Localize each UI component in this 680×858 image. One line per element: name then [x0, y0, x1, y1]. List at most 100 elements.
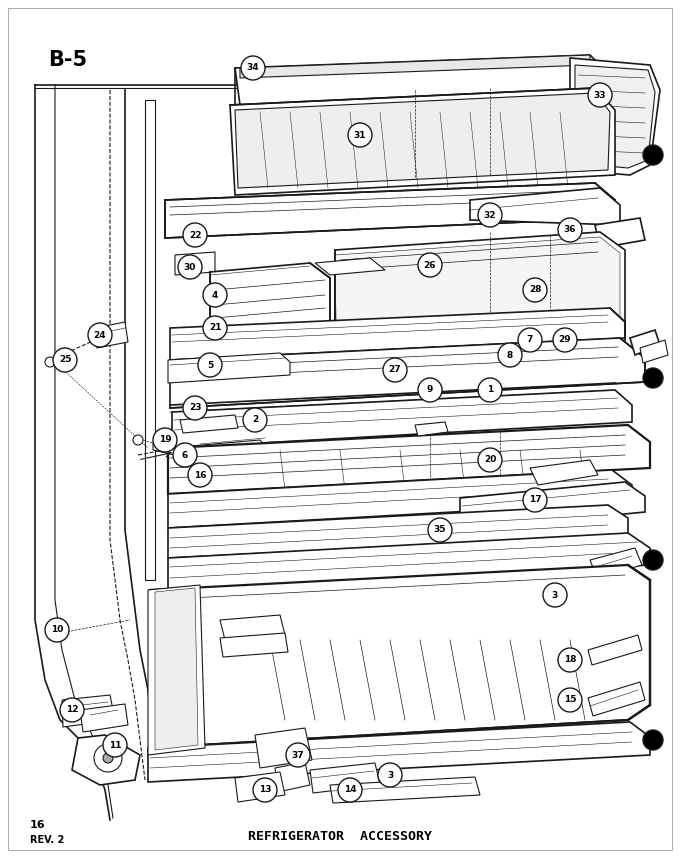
Circle shape	[45, 618, 69, 642]
Polygon shape	[62, 695, 115, 727]
Polygon shape	[210, 263, 330, 345]
Circle shape	[523, 488, 547, 512]
Text: 7: 7	[527, 335, 533, 345]
Circle shape	[348, 123, 372, 147]
Circle shape	[498, 343, 522, 367]
Text: 8: 8	[507, 351, 513, 360]
Circle shape	[133, 435, 143, 445]
Polygon shape	[8, 8, 672, 850]
Text: 5: 5	[207, 360, 213, 370]
Polygon shape	[153, 443, 175, 455]
Polygon shape	[155, 588, 198, 750]
Text: 19: 19	[158, 436, 171, 444]
Text: B-5: B-5	[48, 50, 87, 70]
Polygon shape	[310, 763, 380, 793]
Text: 28: 28	[529, 286, 541, 294]
Text: 2: 2	[252, 415, 258, 425]
Text: 21: 21	[209, 323, 221, 333]
Circle shape	[558, 648, 582, 672]
Polygon shape	[175, 252, 215, 275]
Polygon shape	[530, 460, 598, 485]
Text: 12: 12	[66, 705, 78, 715]
Circle shape	[53, 348, 77, 372]
Text: 16: 16	[30, 820, 46, 830]
Text: 31: 31	[354, 130, 367, 140]
Circle shape	[103, 753, 113, 763]
Text: 9: 9	[427, 385, 433, 395]
Text: 34: 34	[247, 63, 259, 72]
Circle shape	[478, 203, 502, 227]
Text: REFRIGERATOR  ACCESSORY: REFRIGERATOR ACCESSORY	[248, 830, 432, 843]
Circle shape	[418, 253, 442, 277]
Circle shape	[643, 730, 663, 750]
Polygon shape	[460, 482, 645, 530]
Circle shape	[243, 408, 267, 432]
Circle shape	[94, 744, 122, 772]
Circle shape	[643, 368, 663, 388]
Text: 37: 37	[292, 751, 305, 759]
Polygon shape	[335, 237, 620, 380]
Circle shape	[178, 255, 202, 279]
Text: 35: 35	[434, 525, 446, 535]
Circle shape	[553, 328, 577, 352]
Polygon shape	[220, 633, 288, 657]
Polygon shape	[168, 425, 650, 494]
Circle shape	[103, 733, 127, 757]
Polygon shape	[275, 762, 310, 792]
Text: 4: 4	[211, 291, 218, 299]
Circle shape	[588, 83, 612, 107]
Polygon shape	[170, 338, 645, 408]
Text: 26: 26	[424, 261, 437, 269]
Polygon shape	[595, 218, 645, 248]
Polygon shape	[172, 390, 632, 448]
Polygon shape	[415, 422, 448, 436]
Polygon shape	[148, 722, 650, 782]
Polygon shape	[335, 232, 625, 385]
Circle shape	[183, 396, 207, 420]
Text: 33: 33	[594, 90, 607, 100]
Circle shape	[253, 778, 277, 802]
Polygon shape	[255, 728, 312, 768]
Text: 17: 17	[528, 496, 541, 505]
Circle shape	[378, 763, 402, 787]
Polygon shape	[640, 340, 668, 363]
Circle shape	[173, 443, 197, 467]
Polygon shape	[235, 55, 610, 105]
Circle shape	[643, 145, 663, 165]
Text: REV. 2: REV. 2	[30, 835, 64, 845]
Text: 6: 6	[182, 450, 188, 460]
Polygon shape	[145, 100, 155, 580]
Text: 16: 16	[194, 470, 206, 480]
Circle shape	[183, 223, 207, 247]
Polygon shape	[588, 635, 642, 665]
Text: 15: 15	[564, 696, 576, 704]
Text: 25: 25	[58, 355, 71, 365]
Text: 23: 23	[189, 403, 201, 413]
Text: 20: 20	[483, 456, 496, 464]
Polygon shape	[180, 415, 238, 433]
Text: 1: 1	[487, 385, 493, 395]
Polygon shape	[165, 183, 615, 238]
Circle shape	[188, 463, 212, 487]
Text: 24: 24	[94, 330, 106, 340]
Circle shape	[50, 628, 60, 638]
Polygon shape	[95, 322, 128, 348]
Polygon shape	[575, 65, 655, 168]
Circle shape	[478, 378, 502, 402]
Polygon shape	[330, 777, 480, 803]
Text: 10: 10	[51, 625, 63, 635]
Text: 3: 3	[552, 590, 558, 600]
Polygon shape	[168, 470, 632, 528]
Circle shape	[286, 743, 310, 767]
Circle shape	[60, 698, 84, 722]
Polygon shape	[235, 772, 285, 802]
Polygon shape	[235, 93, 610, 188]
Polygon shape	[72, 735, 140, 785]
Circle shape	[558, 218, 582, 242]
Polygon shape	[150, 565, 650, 748]
Text: 11: 11	[109, 740, 121, 750]
Circle shape	[478, 448, 502, 472]
Circle shape	[88, 323, 112, 347]
Circle shape	[558, 688, 582, 712]
Polygon shape	[315, 258, 385, 275]
